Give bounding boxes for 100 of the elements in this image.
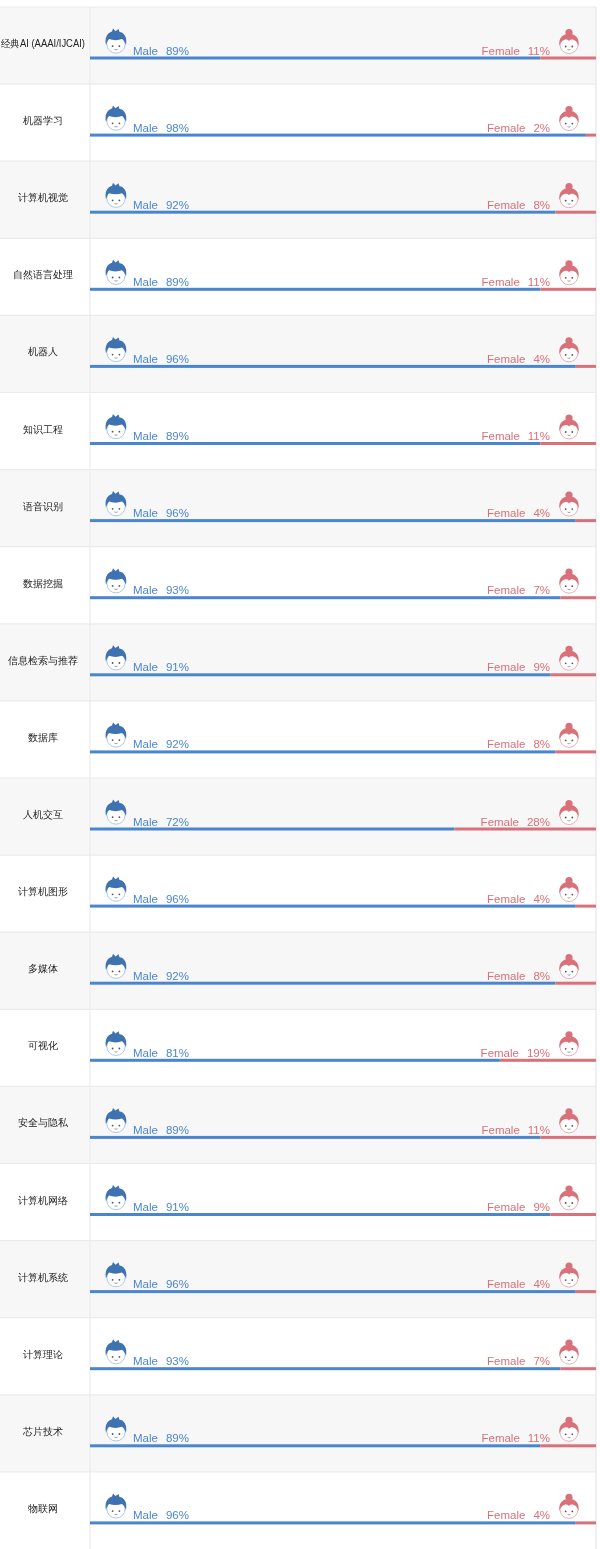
text: Female (487, 969, 526, 982)
text: Female (487, 661, 526, 674)
text: Male (133, 584, 158, 597)
text: Female (480, 1046, 519, 1059)
data-label: 92% (165, 969, 189, 982)
text: Female (487, 1278, 526, 1291)
y-tick-label: 机器学习 (23, 115, 63, 127)
y-tick-label: 语音识别 (23, 500, 63, 512)
text: Male (133, 1123, 158, 1136)
data-label: 89% (165, 1123, 189, 1136)
bar (540, 442, 596, 445)
text: Male (133, 1046, 158, 1059)
y-tick-label: 人机交互 (23, 809, 63, 821)
y-tick-label: 安全与隐私 (18, 1117, 69, 1129)
bar (550, 673, 596, 677)
text: Female (487, 892, 526, 905)
data-label: 93% (165, 1355, 189, 1368)
data-label: 91% (165, 661, 189, 674)
data-label: 4% (533, 507, 550, 520)
text: Female (487, 198, 526, 211)
y-tick-label: 多媒体 (28, 963, 58, 975)
data-label: 4% (533, 892, 550, 905)
bar (90, 1135, 541, 1139)
data-label: 8% (533, 738, 550, 751)
data-label: 11% (527, 430, 550, 442)
data-label: 11% (527, 1432, 550, 1445)
bar (90, 287, 541, 291)
bar (575, 1290, 596, 1294)
data-label: 89% (165, 44, 189, 57)
y-tick-label: 计算理论 (23, 1348, 63, 1360)
text: Male (133, 275, 158, 288)
text: Male (133, 969, 158, 982)
text: Male (133, 121, 158, 134)
series-label: Female (480, 815, 519, 828)
bar (90, 1058, 500, 1062)
data-label: 96% (165, 507, 189, 520)
bar (575, 1521, 596, 1525)
y-tick-label: 可视化 (28, 1040, 58, 1052)
text: Male (133, 892, 158, 905)
text: Female (481, 430, 520, 442)
bar (540, 1135, 596, 1139)
text: Male (133, 738, 158, 751)
data-label: 96% (165, 352, 189, 365)
data-label: 11% (527, 44, 550, 57)
data-label: 92% (165, 738, 189, 751)
bar (90, 596, 561, 600)
data-label: 9% (533, 1201, 550, 1213)
data-label: 11% (527, 1123, 550, 1136)
data-label: 96% (165, 1278, 189, 1291)
y-tick-label: 经典AI (AAAI/IJCAI) (1, 38, 90, 50)
y-tick-label: 机器人 (28, 346, 58, 358)
text: Female (487, 1355, 526, 1368)
data-label: 4% (533, 352, 550, 365)
bar (555, 750, 596, 754)
data-label: 98% (165, 121, 189, 134)
bar (90, 133, 586, 137)
data-label: 92% (165, 198, 189, 211)
data-label: 4% (533, 1278, 550, 1291)
y-tick-label: 知识工程 (23, 423, 63, 435)
bar (499, 1058, 596, 1062)
text: Male (133, 1509, 158, 1522)
bar (90, 56, 541, 60)
text: Male (133, 198, 158, 211)
data-label: 96% (165, 892, 189, 905)
text: Female (481, 275, 520, 288)
bar (90, 827, 455, 831)
bar (90, 1367, 561, 1371)
text: Male (133, 1432, 158, 1445)
bar (90, 904, 576, 908)
y-tick-label: 计算机网络 (18, 1194, 68, 1206)
y-tick-label: 自然语言处理 (13, 269, 73, 281)
series-label: Male (133, 44, 158, 57)
text: Female (487, 507, 526, 520)
data-label: 7% (533, 584, 550, 597)
bar (90, 364, 576, 368)
text: Male (133, 1278, 158, 1291)
data-label: 2% (533, 121, 550, 134)
y-tick-label: 物联网 (28, 1502, 58, 1514)
text: Male (133, 352, 158, 365)
bar (550, 1213, 596, 1216)
bar (90, 210, 556, 214)
data-label: 96% (165, 1509, 189, 1522)
text: Female (487, 352, 526, 365)
data-label: 91% (165, 1201, 189, 1213)
text: Female (487, 1201, 526, 1213)
data-label: 4% (533, 1509, 550, 1522)
text: Female (481, 44, 520, 57)
data-label: 19% (526, 1046, 550, 1059)
y-tick-label: 数据挖掘 (23, 577, 63, 589)
bar (454, 827, 596, 831)
text: Female (481, 1123, 520, 1136)
bar (585, 133, 596, 137)
text: Female (487, 1509, 526, 1522)
bar (90, 442, 541, 445)
data-label: 7% (533, 1355, 550, 1368)
y-tick-label: 计算机系统 (18, 1271, 68, 1283)
y-tick-label: 信息检索与推荐 (8, 654, 78, 666)
data-label: 89% (165, 275, 189, 288)
text: Male (133, 507, 158, 520)
bar (90, 1290, 576, 1294)
